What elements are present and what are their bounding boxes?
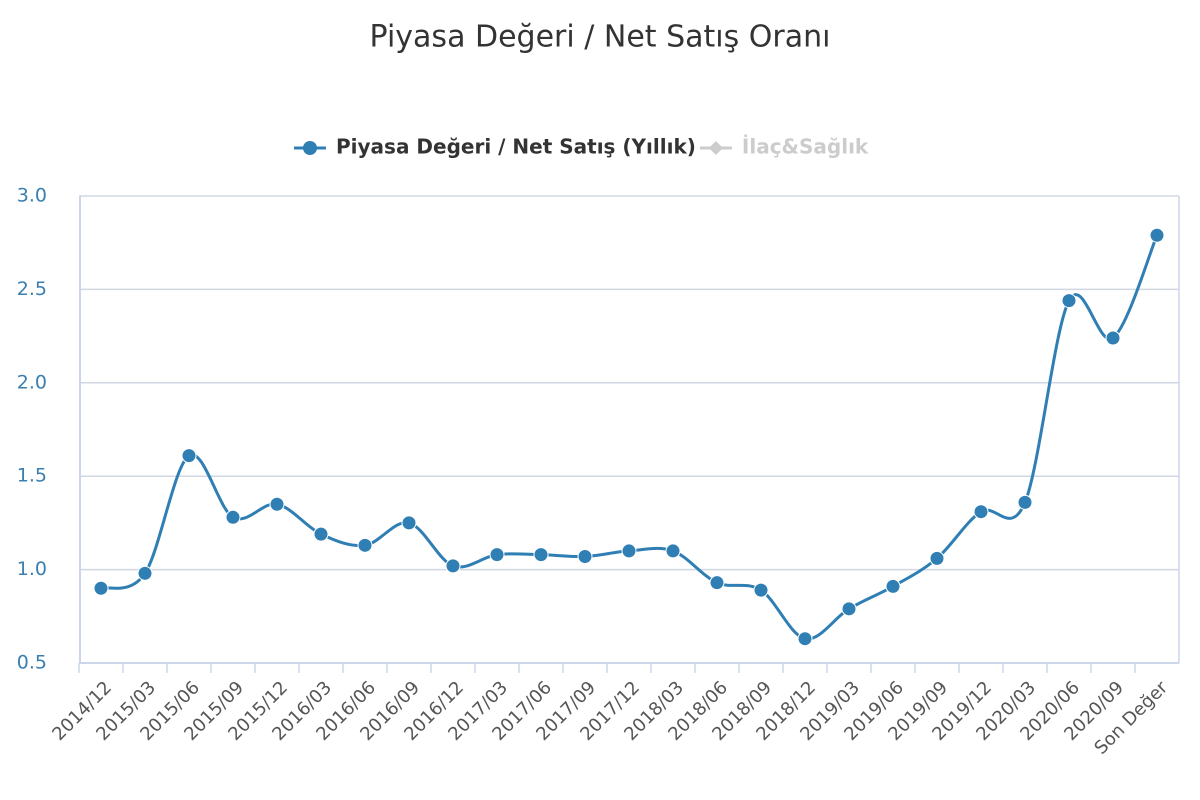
data-point: [269, 496, 285, 512]
data-point: [137, 565, 153, 581]
y-tick-label: 1.0: [17, 558, 47, 580]
data-point: [225, 509, 241, 525]
chart-title: Piyasa Değeri / Net Satış Oranı: [370, 20, 831, 55]
legend: Piyasa Değeri / Net Satış (Yıllık) İlaç&S…: [294, 135, 869, 159]
data-point: [401, 515, 417, 531]
y-tick-label: 2.5: [17, 278, 47, 300]
data-point: [313, 526, 329, 542]
legend-symbol-marker: [303, 141, 317, 155]
data-point: [1149, 227, 1165, 243]
data-point: [577, 549, 593, 565]
y-tick-label: 3.0: [17, 185, 47, 207]
data-point: [181, 448, 197, 464]
y-tick-label: 0.5: [17, 652, 47, 674]
data-point: [753, 582, 769, 598]
data-point: [445, 558, 461, 574]
data-point: [533, 547, 549, 563]
y-tick-label: 1.5: [17, 465, 47, 487]
data-point: [885, 578, 901, 594]
data-point: [841, 601, 857, 617]
y-tick-label: 2.0: [17, 371, 47, 393]
data-point: [973, 504, 989, 520]
series-line: [100, 234, 1159, 641]
legend-label: Piyasa Değeri / Net Satış (Yıllık): [336, 135, 696, 159]
data-point: [1105, 330, 1121, 346]
data-point: [709, 575, 725, 591]
data-point: [357, 537, 373, 553]
data-point: [797, 631, 813, 647]
data-point: [665, 543, 681, 559]
data-point: [621, 543, 637, 559]
legend-label: İlaç&Sağlık: [742, 135, 869, 159]
legend-symbol-marker: [708, 141, 723, 155]
data-point: [1017, 494, 1033, 510]
data-point: [929, 550, 945, 566]
data-point: [489, 547, 505, 563]
data-point: [1061, 293, 1077, 309]
data-point: [93, 580, 109, 596]
